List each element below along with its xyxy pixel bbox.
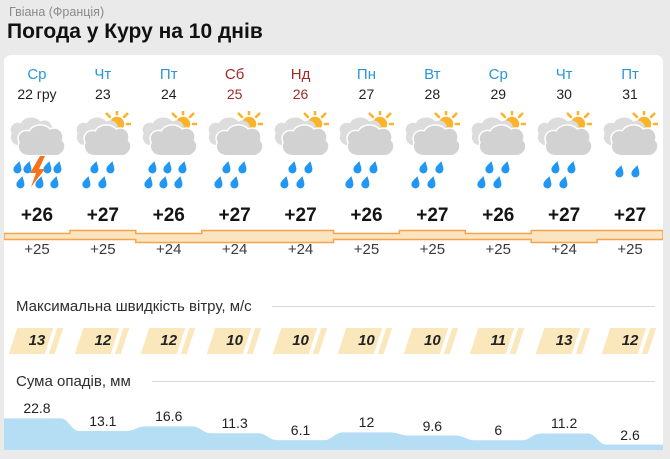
wind-value: 10 [358, 332, 375, 349]
day-date[interactable]: 31 [622, 86, 638, 102]
precip-value: 6.1 [290, 422, 311, 439]
precip-value: 12 [358, 414, 375, 431]
day-name[interactable]: Сб [224, 66, 245, 83]
thunderstorm-rain-icon [10, 117, 65, 189]
temp-max: +26 [152, 205, 185, 226]
day-date[interactable]: 25 [226, 86, 243, 102]
temp-min: +25 [90, 241, 116, 258]
day-name[interactable]: Чт [94, 66, 112, 83]
sun-cloud-rain-icon [406, 111, 461, 189]
day-name[interactable]: Ср [488, 66, 508, 83]
day-date[interactable]: 29 [490, 86, 507, 102]
temp-max: +27 [416, 205, 449, 226]
day-name[interactable]: Вт [424, 66, 441, 83]
day-column[interactable]: Вт 28 +27 +25 10 9.6 [399, 55, 465, 450]
temp-max: +27 [86, 205, 119, 226]
day-name[interactable]: Чт [555, 66, 573, 83]
wind-value: 10 [292, 332, 309, 349]
temp-max: +26 [20, 205, 54, 226]
sun-cloud-light-rain-icon [603, 111, 659, 178]
temp-max: +27 [284, 205, 317, 226]
wind-chip: 13 [4, 328, 70, 354]
temp-max: +26 [482, 205, 515, 226]
precip-value: 11.3 [221, 415, 248, 432]
day-column[interactable]: Сб 25 +27 +24 10 11.3 [202, 55, 268, 450]
wind-chip: 10 [334, 328, 400, 354]
wind-value: 12 [94, 332, 112, 349]
temp-min: +25 [24, 241, 50, 258]
wind-value: 13 [555, 332, 573, 349]
temp-max: +27 [613, 205, 647, 226]
day-date[interactable]: 23 [95, 86, 111, 102]
wind-section-title: Максимальна швидкість вітру, м/с [16, 298, 252, 315]
sun-cloud-rain-icon [76, 111, 131, 189]
day-name[interactable]: Пн [356, 66, 376, 83]
day-column[interactable]: Чт 30 +27 +24 13 11.2 [531, 55, 597, 450]
precipitation-area-chart [4, 418, 663, 450]
day-column[interactable]: Ср 29 +26 +25 11 6 [465, 55, 531, 450]
sun-cloud-rain-icon [471, 111, 527, 189]
wind-value: 10 [226, 332, 243, 349]
wind-chip: 10 [202, 328, 268, 354]
day-date[interactable]: 28 [424, 86, 441, 102]
wind-value: 11 [490, 332, 507, 349]
precip-value: 16.6 [155, 408, 183, 425]
wind-chip: 12 [136, 328, 202, 354]
day-date[interactable]: 27 [358, 86, 375, 102]
day-date[interactable]: 24 [160, 86, 177, 102]
temp-max: +27 [548, 205, 581, 226]
sun-cloud-rain-icon [340, 111, 395, 189]
wind-chip: 11 [465, 328, 531, 354]
sun-cloud-heavy-rain-icon [142, 111, 197, 189]
day-column[interactable]: Чт 23 +27 +25 12 13.1 [70, 55, 136, 450]
precip-section-title: Сума опадів, мм [16, 373, 131, 390]
wind-section-divider [272, 306, 655, 307]
sun-cloud-rain-icon [208, 111, 263, 189]
temp-max: +26 [350, 205, 383, 226]
wind-chip: 10 [399, 328, 465, 354]
precip-value: 9.6 [422, 417, 443, 434]
day-column[interactable]: Нд 26 +27 +24 10 6.1 [268, 55, 334, 450]
day-column[interactable]: Пт 31 +27 +25 12 2.6 [597, 55, 663, 450]
day-column[interactable]: Пн 27 +26 +25 10 12 [334, 55, 400, 450]
forecast-card: Ср 22 гру +26 +25 13 22.8 Чт 23 +27 +25 … [4, 55, 663, 450]
temp-min: +24 [551, 241, 577, 258]
breadcrumb[interactable]: Гвіана (Франція) [9, 5, 105, 19]
wind-value: 12 [160, 332, 178, 349]
precip-value: 2.6 [620, 426, 640, 443]
day-date[interactable]: 26 [292, 86, 309, 102]
temp-min: +24 [221, 241, 248, 258]
day-name[interactable]: Пт [159, 66, 178, 83]
precip-value: 6 [494, 422, 503, 439]
day-date[interactable]: 30 [556, 86, 572, 102]
wind-value: 10 [423, 332, 441, 349]
wind-chip: 13 [531, 328, 597, 354]
sun-cloud-rain-icon [274, 111, 329, 189]
day-date[interactable]: 22 гру [17, 86, 57, 102]
precip-section-divider [152, 381, 655, 382]
temperature-band-chart [4, 229, 663, 244]
wind-chip: 12 [70, 328, 136, 354]
wind-chip: 10 [268, 328, 334, 354]
precip-value: 22.8 [23, 400, 51, 417]
temp-min: +25 [353, 241, 380, 258]
sun-cloud-rain-icon [537, 111, 593, 189]
day-column[interactable]: Ср 22 гру +26 +25 13 22.8 [4, 55, 70, 450]
wind-value: 12 [621, 332, 639, 349]
day-column[interactable]: Пт 24 +26 +24 12 16.6 [136, 55, 202, 450]
day-name[interactable]: Нд [290, 66, 311, 83]
precip-value: 11.2 [551, 415, 578, 432]
temp-min: +25 [419, 241, 446, 258]
wind-value: 13 [28, 332, 46, 349]
temp-min: +25 [617, 241, 643, 258]
day-name[interactable]: Пт [621, 66, 639, 83]
temp-min: +24 [156, 241, 182, 258]
temp-min: +25 [485, 241, 511, 258]
page-title: Погода у Куру на 10 днів [7, 20, 263, 43]
wind-chip: 12 [597, 328, 663, 354]
temp-min: +24 [287, 241, 314, 258]
day-name[interactable]: Ср [27, 66, 47, 83]
precip-value: 13.1 [89, 412, 117, 429]
temp-max: +27 [218, 205, 251, 226]
